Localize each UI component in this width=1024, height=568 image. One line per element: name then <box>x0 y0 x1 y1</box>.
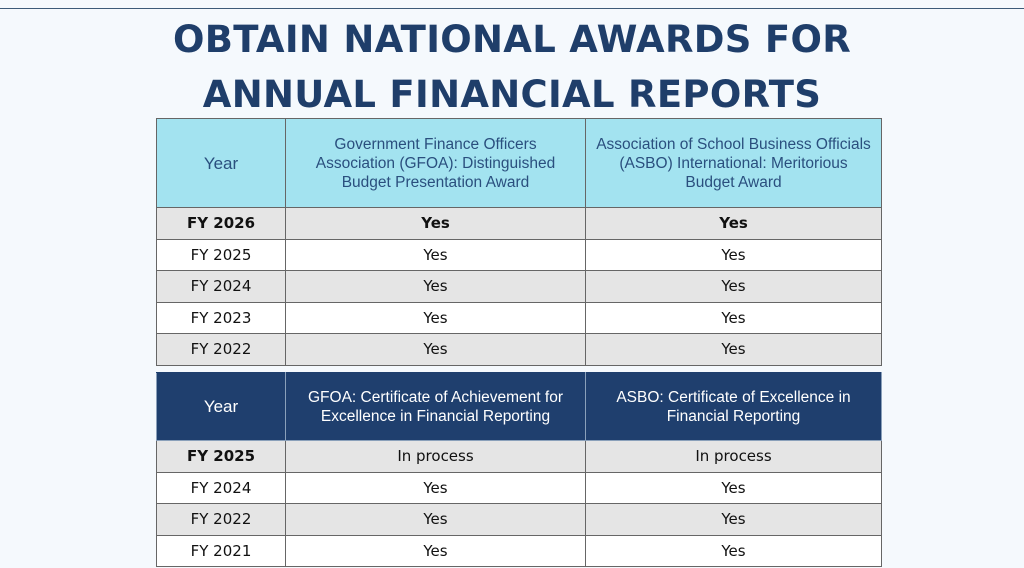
table-row: FY 2026 Yes Yes <box>156 207 882 240</box>
year-cell: FY 2025 <box>156 238 286 271</box>
asbo-status-cell: Yes <box>585 503 882 536</box>
asbo-status-cell: Yes <box>585 534 882 567</box>
financial-reporting-header-row: Year GFOA: Certificate of Achievement fo… <box>156 372 882 441</box>
gfoa-status-cell: Yes <box>285 207 586 240</box>
table-row: FY 2025 In process In process <box>156 440 882 473</box>
gfoa-status-cell: Yes <box>285 333 586 366</box>
asbo-status-cell: In process <box>585 440 882 473</box>
budget-awards-header-row: Year Government Finance Officers Associa… <box>156 118 882 208</box>
title-line-2: ANNUAL FINANCIAL REPORTS <box>202 73 822 116</box>
table-row: FY 2022 Yes Yes <box>156 333 882 366</box>
top-rule <box>0 8 1024 9</box>
gfoa-budget-award-header: Government Finance Officers Association … <box>285 118 586 208</box>
gfoa-status-cell: Yes <box>285 238 586 271</box>
gfoa-status-cell: Yes <box>285 503 586 536</box>
budget-awards-table: Year Government Finance Officers Associa… <box>156 118 882 366</box>
table-row: FY 2025 Yes Yes <box>156 238 882 271</box>
year-cell: FY 2024 <box>156 270 286 303</box>
table-row: FY 2024 Yes Yes <box>156 471 882 504</box>
table-row: FY 2022 Yes Yes <box>156 503 882 536</box>
title-line-1: OBTAIN NATIONAL AWARDS FOR <box>172 18 852 61</box>
financial-reporting-awards-table: Year GFOA: Certificate of Achievement fo… <box>156 372 882 567</box>
gfoa-status-cell: In process <box>285 440 586 473</box>
year-cell: FY 2023 <box>156 301 286 334</box>
asbo-status-cell: Yes <box>585 333 882 366</box>
gfoa-status-cell: Yes <box>285 471 586 504</box>
year-cell: FY 2026 <box>156 207 286 240</box>
gfoa-status-cell: Yes <box>285 270 586 303</box>
asbo-budget-award-header: Association of School Business Officials… <box>585 118 882 208</box>
asbo-status-cell: Yes <box>585 238 882 271</box>
asbo-status-cell: Yes <box>585 471 882 504</box>
year-column-header: Year <box>156 118 286 208</box>
year-cell: FY 2025 <box>156 440 286 473</box>
table-row: FY 2021 Yes Yes <box>156 534 882 567</box>
table-row: FY 2023 Yes Yes <box>156 301 882 334</box>
gfoa-status-cell: Yes <box>285 534 586 567</box>
year-cell: FY 2021 <box>156 534 286 567</box>
table-row: FY 2024 Yes Yes <box>156 270 882 303</box>
asbo-status-cell: Yes <box>585 270 882 303</box>
asbo-status-cell: Yes <box>585 301 882 334</box>
page-title: OBTAIN NATIONAL AWARDS FOR ANNUAL FINANC… <box>0 12 1024 122</box>
asbo-status-cell: Yes <box>585 207 882 240</box>
year-cell: FY 2022 <box>156 503 286 536</box>
gfoa-status-cell: Yes <box>285 301 586 334</box>
gfoa-reporting-award-header: GFOA: Certificate of Achievement for Exc… <box>285 372 586 441</box>
asbo-reporting-award-header: ASBO: Certificate of Excellence in Finan… <box>585 372 882 441</box>
year-column-header: Year <box>156 372 286 441</box>
year-cell: FY 2022 <box>156 333 286 366</box>
year-cell: FY 2024 <box>156 471 286 504</box>
